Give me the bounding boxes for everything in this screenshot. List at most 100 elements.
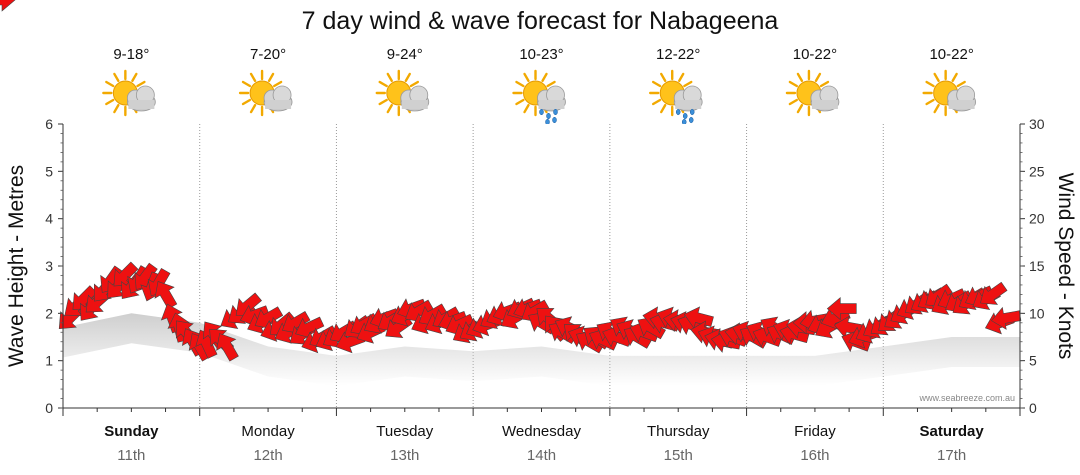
showers-icon xyxy=(512,69,566,126)
sun-ray xyxy=(788,80,799,88)
left-tick-label: 3 xyxy=(45,258,53,274)
partly-cloudy-icon xyxy=(375,69,430,117)
sun-ray xyxy=(660,72,667,83)
sun-ray xyxy=(105,80,115,88)
sun-ray xyxy=(267,72,275,83)
sun-ray xyxy=(933,103,940,114)
chart-title: 7 day wind & wave forecast for Nabageena xyxy=(302,7,779,35)
cloud-base xyxy=(675,100,702,109)
sun-ray xyxy=(523,103,530,114)
sun-ray xyxy=(925,80,935,88)
rain-drop xyxy=(546,112,551,120)
partly-cloudy-icon xyxy=(922,69,977,117)
rain-drop xyxy=(682,112,688,120)
left-tick-label: 5 xyxy=(45,163,53,179)
right-axis-ticks: 0 5 10 15 20 25 30 xyxy=(1020,116,1045,416)
day-name-label: Wednesday xyxy=(502,423,581,440)
sun-ray xyxy=(378,98,388,106)
temperature-range: 10-22° xyxy=(793,46,837,63)
day-name-label: Tuesday xyxy=(376,423,433,440)
temperature-range: 9-24° xyxy=(387,46,423,63)
wind-arrow xyxy=(0,0,16,12)
wind-series xyxy=(0,0,1022,362)
sun-ray xyxy=(249,72,257,83)
left-axis-ticks: 0 1 2 3 4 5 6 xyxy=(45,116,63,416)
temperature-range: 9-18° xyxy=(113,46,149,63)
day-date-label: 14th xyxy=(527,447,556,464)
day-date-label: 12th xyxy=(253,447,282,464)
wind-arrow xyxy=(216,333,239,362)
day-name-label: Thursday xyxy=(647,423,710,440)
rain-drop xyxy=(552,116,557,124)
right-tick-label: 10 xyxy=(1029,305,1045,321)
right-tick-label: 20 xyxy=(1029,211,1045,227)
sun-ray xyxy=(683,80,693,88)
sun-ray xyxy=(105,98,115,106)
left-tick-label: 2 xyxy=(45,305,53,321)
right-tick-label: 5 xyxy=(1029,353,1037,369)
wind-arrow xyxy=(683,306,714,329)
sun-ray xyxy=(796,103,804,114)
rain-drop xyxy=(689,108,695,116)
rain-drop xyxy=(681,118,687,126)
sun-ray xyxy=(136,80,146,88)
sun-ray xyxy=(515,80,525,88)
wind-arrow xyxy=(980,281,1008,305)
left-tick-label: 6 xyxy=(45,116,53,132)
day-date-label: 17th xyxy=(937,447,966,464)
sun-ray xyxy=(249,103,257,114)
right-tick-label: 30 xyxy=(1029,116,1045,132)
sun-ray xyxy=(678,72,685,83)
sun-ray xyxy=(523,72,530,83)
sun-ray xyxy=(819,80,830,88)
right-tick-label: 25 xyxy=(1029,163,1045,179)
credit-text: www.seabreeze.com.au xyxy=(918,393,1015,403)
rain-drop xyxy=(545,118,550,126)
day-name-label: Friday xyxy=(794,423,836,440)
cloud-base xyxy=(538,100,565,109)
left-tick-label: 1 xyxy=(45,353,53,369)
right-tick-label: 0 xyxy=(1029,400,1037,416)
wind-arrow xyxy=(154,281,178,310)
cloud-base xyxy=(265,100,292,109)
left-axis-title: Wave Height - Metres xyxy=(5,165,28,367)
day-name-label: Monday xyxy=(241,423,295,440)
wind-arrow xyxy=(113,261,139,287)
sun-ray xyxy=(378,80,388,88)
right-axis-title: Wind Speed - Knots xyxy=(1054,173,1077,360)
wind-arrow xyxy=(72,285,98,311)
sun-ray xyxy=(951,72,958,83)
left-tick-label: 4 xyxy=(45,211,53,227)
rain-drop xyxy=(675,108,681,116)
temperature-range: 10-23° xyxy=(519,46,563,63)
sun-ray xyxy=(956,80,966,88)
partly-cloudy-icon xyxy=(238,69,293,117)
wind-arrow xyxy=(991,306,1022,330)
cloud-base xyxy=(948,100,975,109)
right-tick-label: 15 xyxy=(1029,258,1045,274)
day-name-label: Saturday xyxy=(920,423,985,440)
sun-ray xyxy=(404,72,411,83)
day-date-label: 13th xyxy=(390,447,419,464)
sun-ray xyxy=(386,72,393,83)
sun-ray xyxy=(409,80,420,88)
cloud-base xyxy=(128,100,155,109)
sun-ray xyxy=(241,80,252,88)
sun-ray xyxy=(788,98,799,106)
temperature-range: 7-20° xyxy=(250,46,286,63)
day-name-label: Sunday xyxy=(104,423,159,440)
partly-cloudy-icon xyxy=(785,69,840,117)
rain-drop xyxy=(688,116,694,124)
sun-ray xyxy=(131,72,138,83)
day-labels: Sunday 11th Monday 12th Tuesday 13th Wednesday… xyxy=(104,423,984,464)
sun-ray xyxy=(660,103,667,114)
showers-icon xyxy=(649,69,703,126)
sun-ray xyxy=(651,80,662,88)
rain-drop xyxy=(539,108,544,116)
cloud-base xyxy=(811,100,838,109)
sun-ray xyxy=(113,103,120,114)
sun-ray xyxy=(796,72,804,83)
temperature-range: 12-22° xyxy=(656,46,700,63)
left-tick-label: 0 xyxy=(45,400,53,416)
wind-arrow xyxy=(282,311,311,334)
